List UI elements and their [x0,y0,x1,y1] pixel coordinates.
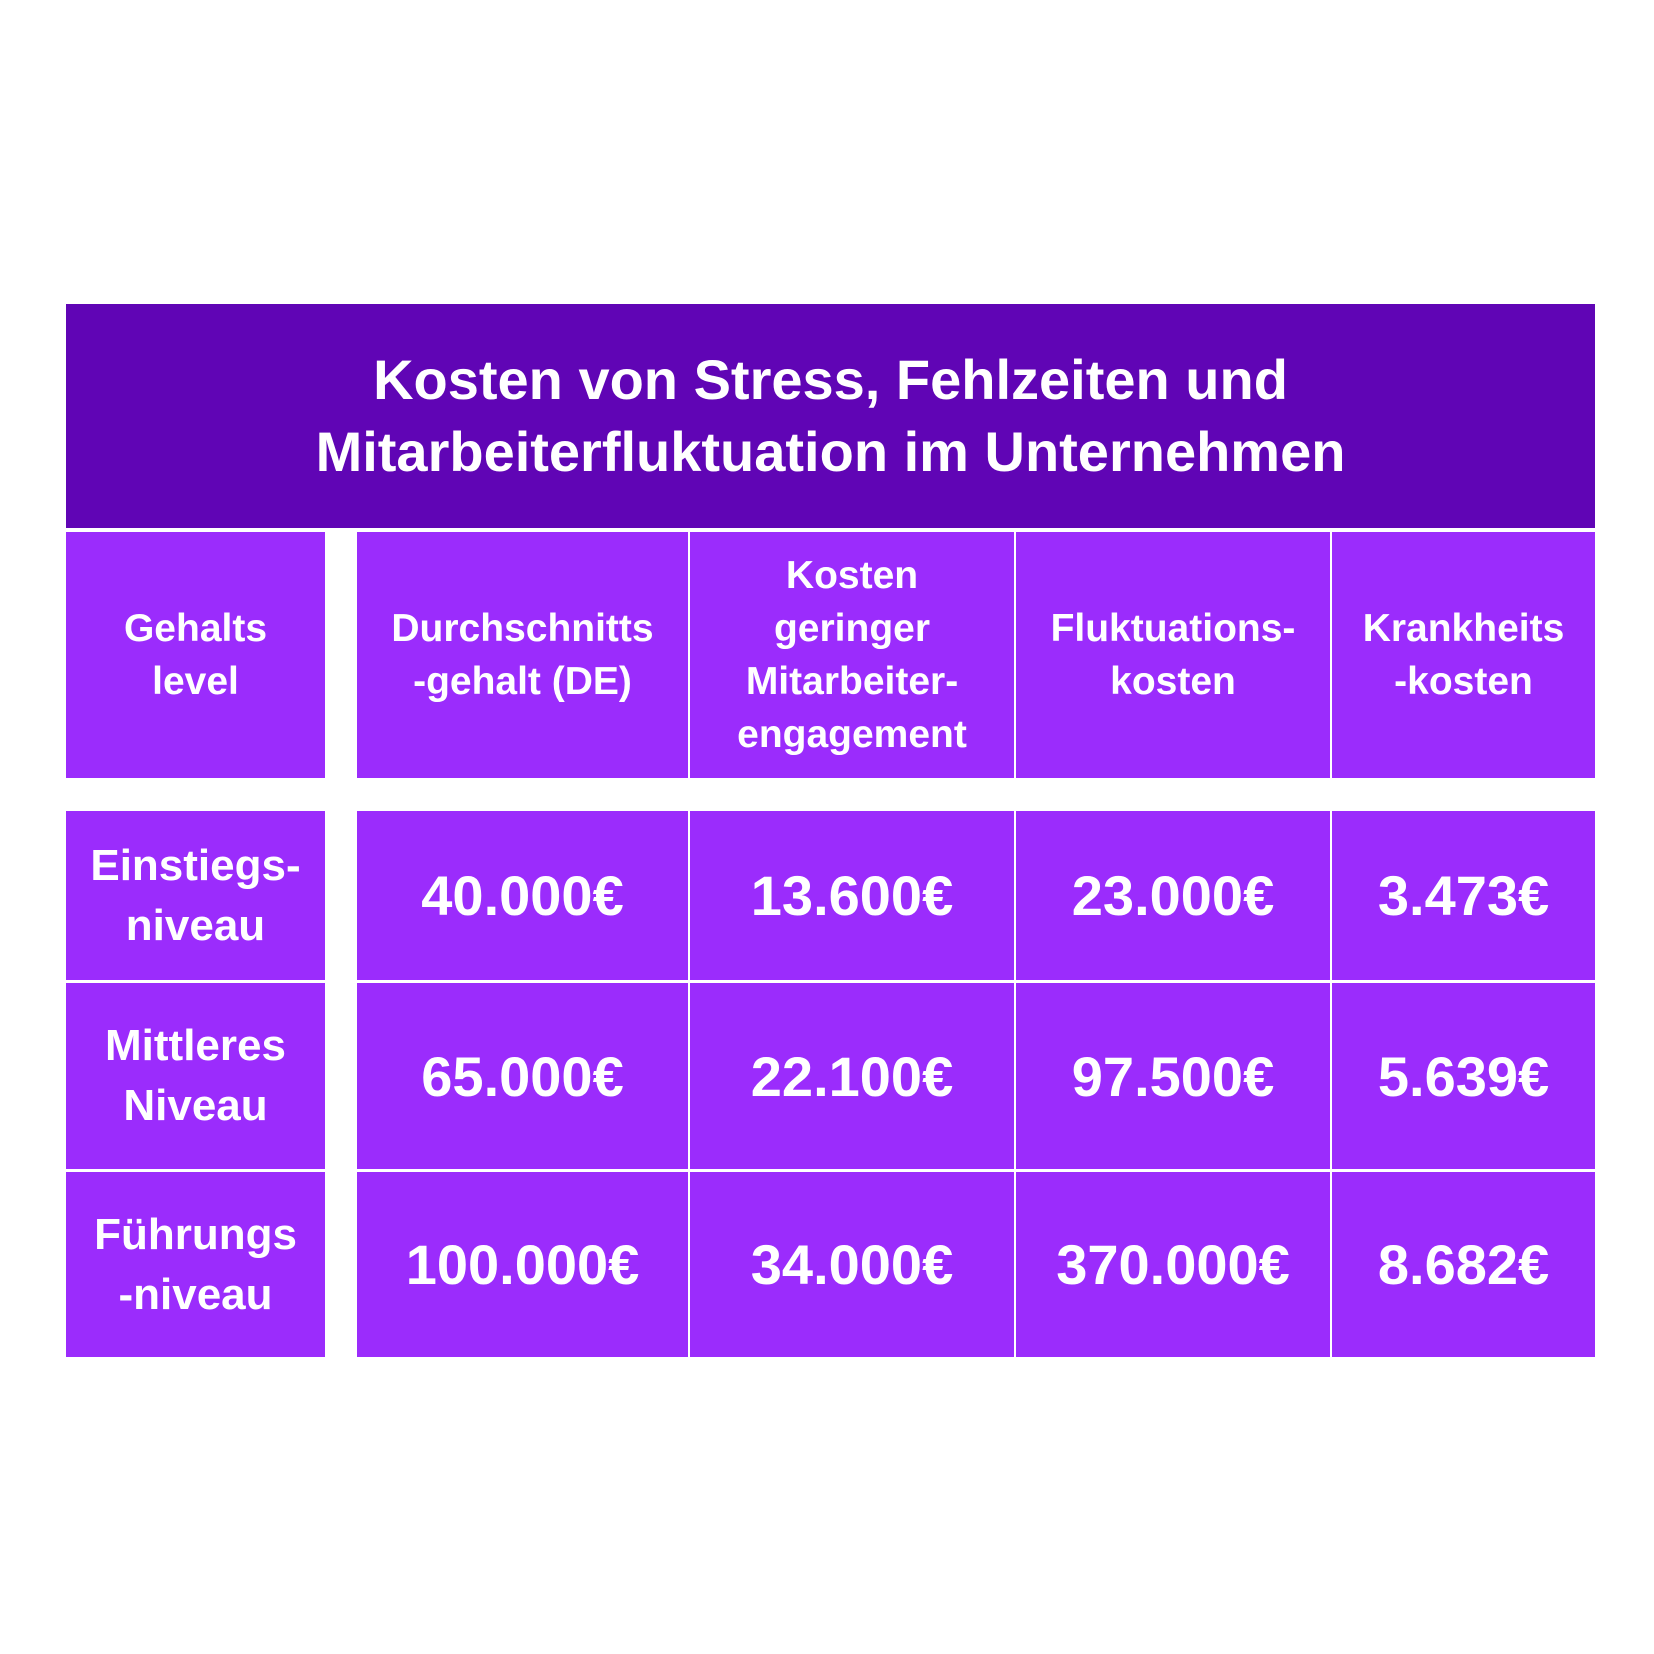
value-cell: 65.000€ [357,983,688,1169]
value-cell: 97.500€ [1016,983,1330,1169]
row-label: Einstiegs- niveau [66,811,325,980]
header-cell: Kosten geringer Mitarbeiter- engagement [690,532,1014,778]
value-cell: 13.600€ [690,811,1014,980]
value-cell: 370.000€ [1016,1172,1330,1357]
header-cell-text: Fluktuations- kosten [1050,607,1296,703]
row-label: Mittleres Niveau [66,983,325,1169]
value-cell: 40.000€ [357,811,688,980]
value-cell-text: 23.000€ [1071,864,1275,927]
row-label-text: Mittleres Niveau [105,1021,286,1130]
header-cell: Krankheits -kosten [1332,532,1595,778]
value-cell-text: 34.000€ [750,1233,954,1296]
row-label-text: Einstiegs- niveau [90,840,301,950]
row-label: Führungs -niveau [66,1172,325,1357]
value-cell-text: 65.000€ [421,1044,624,1108]
value-cell-text: 370.000€ [1056,1233,1290,1296]
value-cell-text: 5.639€ [1377,1044,1550,1108]
value-cell-text: 100.000€ [405,1233,640,1296]
value-cell-text: 40.000€ [421,864,624,927]
value-cell-text: 97.500€ [1071,1044,1275,1108]
header-cell-text: Gehalts level [123,607,268,703]
header-cell: Durchschnitts -gehalt (DE) [357,532,688,778]
value-cell: 100.000€ [357,1172,688,1357]
value-cell: 5.639€ [1332,983,1595,1169]
row-label-text: Führungs -niveau [94,1209,297,1319]
value-cell: 3.473€ [1332,811,1595,980]
value-cell: 34.000€ [690,1172,1014,1357]
header-cell-text: Kosten geringer Mitarbeiter- engagement [737,554,967,756]
value-cell: 22.100€ [690,983,1014,1169]
value-cell: 8.682€ [1332,1172,1595,1357]
title-text: Kosten von Stress, Fehlzeiten und Mitarb… [315,348,1346,483]
header-cell: Fluktuations- kosten [1016,532,1330,778]
header-cell-text: Durchschnitts -gehalt (DE) [391,607,654,703]
header-cell-text: Krankheits -kosten [1362,607,1565,703]
value-cell-text: 8.682€ [1377,1233,1550,1296]
header-cell: Gehalts level [66,532,325,778]
value-cell-text: 3.473€ [1377,864,1550,927]
value-cell: 23.000€ [1016,811,1330,980]
value-cell-text: 13.600€ [750,864,954,927]
value-cell-text: 22.100€ [750,1044,954,1108]
table-title: Kosten von Stress, Fehlzeiten und Mitarb… [66,304,1595,528]
